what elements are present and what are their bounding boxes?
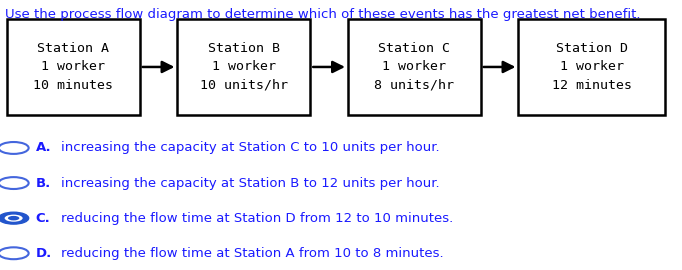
Text: Station A
1 worker
10 minutes: Station A 1 worker 10 minutes: [33, 42, 113, 92]
Bar: [177, 19, 310, 115]
Text: D.: D.: [35, 247, 52, 260]
Text: B.: B.: [35, 177, 50, 190]
Bar: [7, 19, 140, 115]
Text: increasing the capacity at Station B to 12 units per hour.: increasing the capacity at Station B to …: [61, 177, 440, 190]
Text: Station B
1 worker
10 units/hr: Station B 1 worker 10 units/hr: [200, 42, 288, 92]
Circle shape: [8, 216, 19, 220]
Text: Station D
1 worker
12 minutes: Station D 1 worker 12 minutes: [552, 42, 632, 92]
Text: A.: A.: [35, 141, 51, 154]
Text: increasing the capacity at Station C to 10 units per hour.: increasing the capacity at Station C to …: [61, 141, 440, 154]
Text: reducing the flow time at Station A from 10 to 8 minutes.: reducing the flow time at Station A from…: [61, 247, 444, 260]
Circle shape: [0, 212, 29, 224]
Text: Station C
1 worker
8 units/hr: Station C 1 worker 8 units/hr: [374, 42, 454, 92]
Bar: [348, 19, 481, 115]
Bar: [518, 19, 665, 115]
Circle shape: [5, 215, 23, 222]
Text: C.: C.: [35, 212, 50, 225]
Text: Use the process flow diagram to determine which of these events has the greatest: Use the process flow diagram to determin…: [5, 8, 641, 21]
Text: reducing the flow time at Station D from 12 to 10 minutes.: reducing the flow time at Station D from…: [61, 212, 454, 225]
